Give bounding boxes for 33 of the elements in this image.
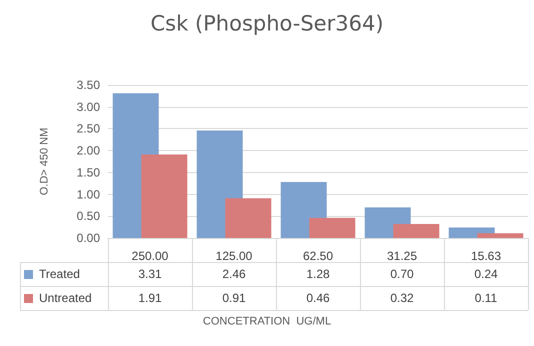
y-tick-label: 2.50 [76,122,100,136]
data-label: 0.24 [473,266,499,283]
x-tick-label: 125.00 [216,249,253,263]
data-label: 2.46 [221,266,247,283]
legend-label: Treated [39,267,80,281]
data-label: 0.46 [305,290,331,307]
data-label: 3.31 [137,266,163,283]
y-tick-label: 1.00 [76,187,100,202]
data-label: 1.91 [137,290,163,307]
chart-title: Csk (Phospho-Ser364) [150,12,384,36]
y-tick-label: 3.00 [76,100,100,114]
bar [393,224,440,238]
bar [225,198,272,238]
legend-label: Untreated [39,291,92,305]
y-axis-title: O.D> 450 NM [38,128,50,196]
x-tick-label: 250.00 [132,249,169,263]
bar [141,154,188,238]
data-label: 1.28 [305,266,331,283]
x-tick-label: 15.63 [470,249,502,263]
data-label: 0.91 [221,290,247,307]
y-tick-label: 1.50 [76,165,100,180]
y-tick-label: 0.50 [76,209,100,224]
bar [309,218,356,238]
x-tick-label: 31.25 [386,249,418,263]
x-tick-label: 62.50 [302,249,334,263]
bar [477,233,524,238]
y-tick-label: 0.00 [76,231,100,245]
y-tick-label: 2.00 [76,144,100,158]
data-label: 0.11 [474,290,498,307]
data-label: 0.32 [389,290,415,307]
data-label: 0.70 [389,266,415,283]
y-tick-label: 3.50 [76,78,100,92]
x-axis-title: CONCETRATION UG/ML [202,316,332,328]
